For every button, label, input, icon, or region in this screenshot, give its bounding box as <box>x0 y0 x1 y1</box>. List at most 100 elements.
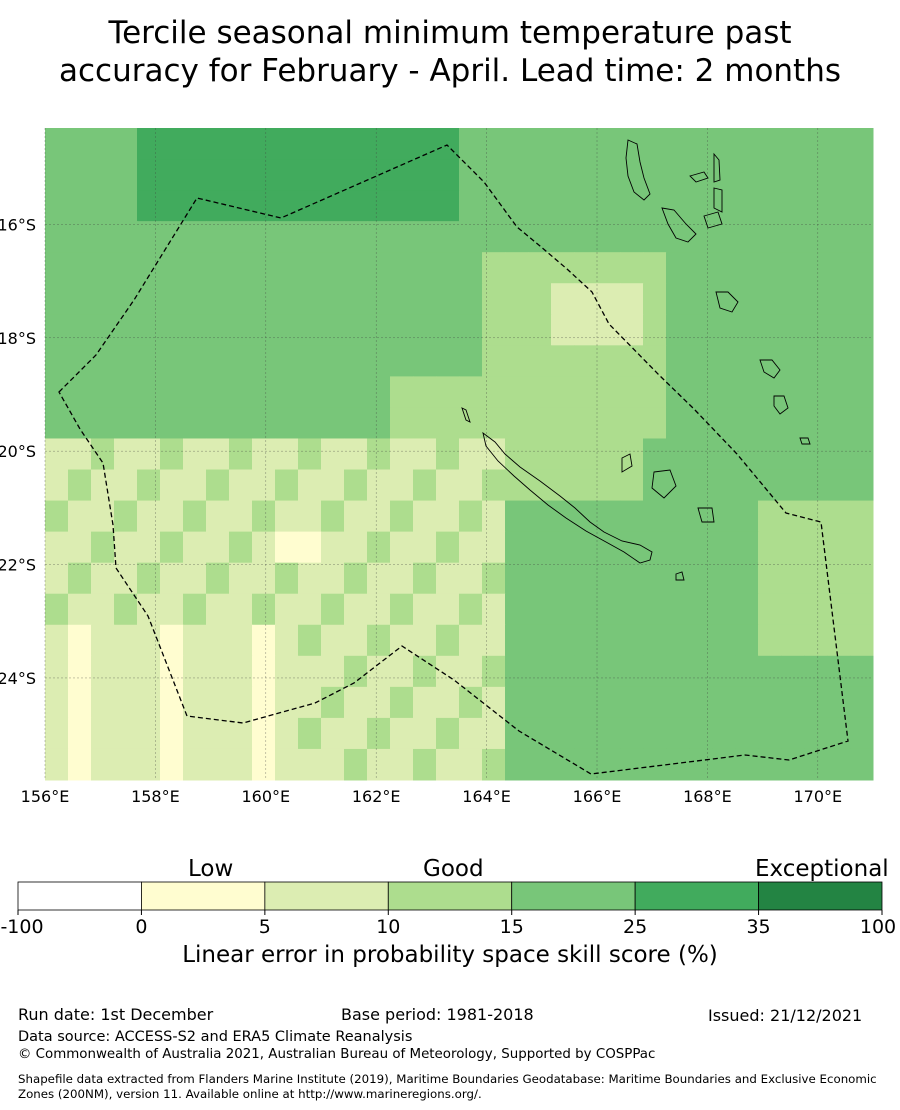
skill-cell <box>298 717 322 750</box>
skill-cell <box>712 748 736 781</box>
skill-cell <box>643 252 667 284</box>
skill-cell <box>390 624 414 657</box>
skill-cell <box>620 128 644 160</box>
skill-cell <box>252 190 276 222</box>
skill-cell <box>459 624 483 657</box>
skill-cell <box>367 469 391 502</box>
skill-cell <box>758 314 782 346</box>
skill-cell <box>68 562 92 595</box>
skill-cell <box>689 469 713 502</box>
skill-cell <box>551 717 575 750</box>
isle-of-pines <box>675 571 685 581</box>
skill-cell <box>183 593 207 626</box>
skill-cell <box>252 562 276 595</box>
skill-cell <box>459 748 483 781</box>
skill-cell <box>68 314 92 346</box>
skill-cell <box>597 190 621 222</box>
colorbar-tick-label: 15 <box>500 916 524 938</box>
skill-cell <box>528 407 552 439</box>
skill-cell <box>344 345 368 377</box>
skill-cell <box>413 717 437 750</box>
skill-cell <box>275 128 299 160</box>
skill-cell <box>620 562 644 595</box>
skill-cell <box>206 748 230 781</box>
skill-cell <box>183 438 207 471</box>
skill-cell <box>482 376 506 408</box>
skill-cell <box>91 345 115 377</box>
skill-cell <box>91 469 115 502</box>
skill-cell <box>390 562 414 595</box>
skill-cell <box>413 407 437 439</box>
skill-cell <box>344 221 368 253</box>
skill-cell <box>206 655 230 688</box>
skill-cell <box>436 531 460 564</box>
skill-cell <box>298 624 322 657</box>
skill-cell <box>735 748 759 781</box>
skill-cell <box>804 283 828 315</box>
skill-cell <box>735 252 759 284</box>
skill-cell <box>620 438 644 471</box>
skill-cell <box>804 686 828 719</box>
skill-cell <box>459 314 483 346</box>
skill-cell <box>735 314 759 346</box>
skill-cell <box>850 500 874 533</box>
skill-cell <box>275 500 299 533</box>
skill-cell <box>804 655 828 688</box>
skill-cell <box>712 221 736 253</box>
skill-cell <box>712 283 736 315</box>
skill-cell <box>68 500 92 533</box>
skill-cell <box>45 407 69 439</box>
skill-cell <box>758 469 782 502</box>
skill-cell <box>551 624 575 657</box>
skill-cell <box>666 407 690 439</box>
skill-cell <box>505 717 529 750</box>
skill-cell <box>482 531 506 564</box>
skill-cell <box>850 376 874 408</box>
skill-cell <box>528 283 552 315</box>
skill-cell <box>413 593 437 626</box>
skill-cell <box>367 438 391 471</box>
skill-cell <box>850 128 874 160</box>
skill-cell <box>781 314 805 346</box>
skill-cell <box>459 376 483 408</box>
skill-cell <box>505 252 529 284</box>
skill-cell <box>643 500 667 533</box>
skill-cell <box>712 252 736 284</box>
skill-cell <box>344 655 368 688</box>
skill-cell <box>505 748 529 781</box>
skill-cell <box>551 469 575 502</box>
skill-cell <box>413 500 437 533</box>
skill-cell <box>298 748 322 781</box>
skill-cell <box>551 531 575 564</box>
skill-cell <box>436 624 460 657</box>
skill-cell <box>666 128 690 160</box>
skill-cell <box>298 686 322 719</box>
skill-cell <box>137 345 161 377</box>
skill-cell <box>436 376 460 408</box>
skill-cell <box>137 531 161 564</box>
skill-cell <box>390 438 414 471</box>
skill-cell <box>666 500 690 533</box>
skill-cell <box>229 624 253 657</box>
skill-cell <box>183 128 207 160</box>
skill-cell <box>459 221 483 253</box>
skill-cell <box>597 624 621 657</box>
skill-cell <box>344 159 368 191</box>
skill-cell <box>758 655 782 688</box>
skill-cell <box>758 252 782 284</box>
skill-cell <box>643 314 667 346</box>
skill-cell <box>206 159 230 191</box>
skill-cell <box>620 376 644 408</box>
skill-cell <box>528 655 552 688</box>
skill-cell <box>758 531 782 564</box>
skill-cell <box>206 469 230 502</box>
skill-cell <box>597 252 621 284</box>
vanuatu-ambrym <box>713 187 723 213</box>
skill-cell <box>367 407 391 439</box>
skill-cell <box>574 562 598 595</box>
skill-cell <box>459 469 483 502</box>
skill-cell <box>850 407 874 439</box>
skill-cell <box>804 438 828 471</box>
skill-cell <box>620 252 644 284</box>
skill-cell <box>643 686 667 719</box>
